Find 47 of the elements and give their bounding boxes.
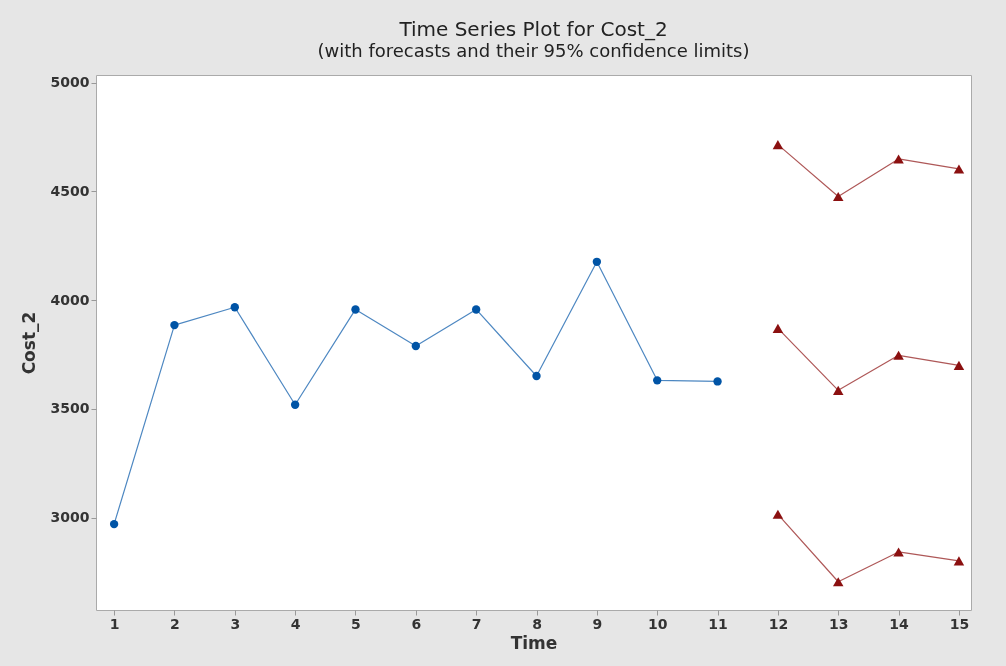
point	[351, 305, 360, 314]
y-tick-label: 3000	[50, 509, 90, 526]
y-tick-label: 4500	[50, 182, 90, 199]
point	[833, 192, 844, 202]
point	[893, 350, 904, 360]
x-tick-label: 12	[768, 615, 789, 632]
y-tick-label: 3500	[50, 400, 90, 417]
x-tick-label: 14	[889, 615, 910, 632]
point	[953, 556, 965, 566]
x-tick-label: 1	[109, 615, 120, 632]
point	[592, 257, 602, 266]
point	[471, 305, 481, 314]
x-tick-label: 11	[708, 615, 728, 632]
y-tick-label: 4000	[50, 291, 90, 308]
y-tick-label: 5000	[50, 74, 90, 91]
point	[230, 303, 239, 312]
point	[772, 509, 784, 519]
point	[109, 519, 119, 529]
chart-title: Time Series Plot for Cost_2	[398, 17, 668, 41]
x-tick-label: 8	[532, 615, 542, 632]
point	[833, 577, 844, 587]
point	[170, 320, 179, 330]
x-tick-label: 6	[411, 615, 422, 632]
x-tick-label: 5	[351, 615, 361, 632]
point	[713, 377, 722, 386]
x-axis-title: Time	[510, 632, 558, 653]
point	[772, 323, 784, 333]
point	[653, 376, 662, 385]
x-tick-label: 7	[471, 615, 482, 632]
x-tick-label: 9	[592, 615, 603, 632]
point	[833, 385, 844, 395]
point	[411, 341, 421, 351]
x-tick-label: 3	[230, 615, 241, 632]
point	[772, 140, 784, 150]
x-tick-label: 15	[949, 615, 970, 632]
point	[893, 154, 904, 164]
x-tick-label: 2	[170, 615, 180, 632]
chart-subtitle: (with forecasts and their 95% confidence limits)	[317, 40, 750, 61]
x-tick-label: 13	[829, 615, 849, 632]
point	[532, 371, 541, 381]
x-tick-label: 4	[290, 615, 301, 632]
x-tick-label: 10	[647, 615, 668, 632]
y-axis-title: Cost_2	[18, 311, 39, 375]
point	[893, 547, 904, 557]
point	[953, 164, 965, 174]
point	[290, 400, 300, 409]
point	[953, 360, 965, 370]
